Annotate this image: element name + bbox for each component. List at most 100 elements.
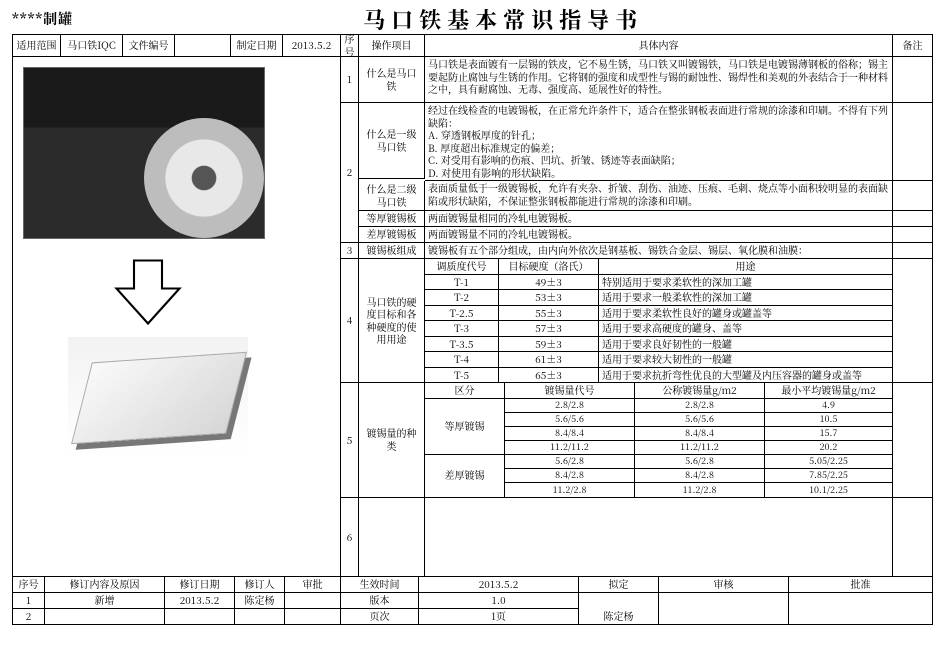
row2d-content: 两面镀锡量不同的冷轧电镀锡板。	[425, 227, 893, 243]
t5-code: 5.6/2.8	[505, 455, 635, 469]
hdr-docno-label: 文件编号	[123, 35, 175, 57]
f-r2-reviser	[235, 609, 285, 625]
t5-code: 11.2/11.2	[505, 441, 635, 455]
t5-h2: 公称镀锡量g/m2	[635, 383, 765, 399]
t4-code: T-4	[425, 352, 499, 368]
coil-shape	[144, 118, 264, 238]
t5-h0: 区分	[425, 383, 505, 399]
f-approve-v-top	[789, 593, 933, 609]
t4-code: T-3	[425, 321, 499, 337]
t4-code: T-2	[425, 290, 499, 306]
t5-nominal: 2.8/2.8	[635, 399, 765, 413]
t4-h0: 调质度代号	[425, 259, 499, 275]
row1-remark	[893, 57, 933, 103]
row3-remark	[893, 243, 933, 259]
f-r1-no: 1	[13, 593, 45, 609]
f-change: 修订内容及原因	[45, 577, 165, 593]
t4-code: T-2.5	[425, 306, 499, 322]
hdr-scope-val: 马口铁IQC	[61, 35, 123, 57]
f-review-v-top	[659, 593, 789, 609]
t4-hardness: 59±3	[499, 337, 599, 353]
brand: ****制罐	[12, 9, 73, 29]
hdr-docno-val	[175, 35, 231, 57]
f-approve-l: 批准	[789, 577, 933, 593]
hdr-seq: 序号	[341, 35, 359, 57]
t4-code: T-1	[425, 275, 499, 291]
arrow-down-icon	[113, 257, 183, 327]
row2a-item: 什么是一级马口铁	[359, 103, 425, 179]
row5-table: 区分 镀锡量代号 公称镀锡量g/m2 最小平均镀锡量g/m2 等厚镀锡2.8/2…	[425, 383, 893, 498]
hdr-remark: 备注	[893, 35, 933, 57]
t4-use: 适用于要求柔软性良好的罐身或罐盖等	[599, 306, 892, 322]
t4-use: 适用于要求高硬度的罐身、盖等	[599, 321, 892, 337]
f-effectdate-l: 生效时间	[341, 577, 419, 593]
row1-content: 马口铁是表面镀有一层锡的铁皮，它不易生锈，马口铁又叫镀锡铁，马口铁是电镀锡薄钢板…	[425, 57, 893, 103]
hdr-date-label: 制定日期	[231, 35, 283, 57]
f-r2-no: 2	[13, 609, 45, 625]
hdr-op: 操作项目	[359, 35, 425, 57]
row1-no: 1	[341, 57, 359, 103]
row4-table: 调质度代号 目标硬度（洛氏） 用途 T-149±3特别适用于要求柔软性的深加工罐…	[425, 259, 893, 383]
f-ver-l: 版本	[341, 593, 419, 609]
image-area	[13, 57, 341, 577]
t4-use: 适用于要求抗折弯性优良的大型罐及内压容器的罐身或盖等	[599, 368, 892, 383]
t4-hardness: 65±3	[499, 368, 599, 383]
t5-min: 15.7	[765, 427, 892, 441]
photo-sheet	[68, 337, 248, 457]
t5-min: 10.5	[765, 413, 892, 427]
hdr-scope-label: 适用范围	[13, 35, 61, 57]
row4-remark	[893, 259, 933, 383]
t5-code: 2.8/2.8	[505, 399, 635, 413]
t4-use: 特别适用于要求柔软性的深加工罐	[599, 275, 892, 291]
t4-hardness: 53±3	[499, 290, 599, 306]
row2c-remark	[893, 211, 933, 227]
row5-item: 镀锡量的种类	[359, 383, 425, 498]
row6-remark	[893, 498, 933, 578]
f-review-l: 审核	[659, 577, 789, 593]
t5-code: 8.4/2.8	[505, 469, 635, 483]
row2d-remark	[893, 227, 933, 243]
hdr-date-val: 2013.5.2	[283, 35, 341, 57]
t4-code: T-5	[425, 368, 499, 383]
f-r1-reviser: 陈定杨	[235, 593, 285, 609]
sheet-shape	[71, 352, 247, 444]
t5-nominal: 8.4/8.4	[635, 427, 765, 441]
f-page-l: 页次	[341, 609, 419, 625]
f-r2-approve	[285, 609, 341, 625]
row6-item	[359, 498, 425, 578]
t5-nominal: 11.2/11.2	[635, 441, 765, 455]
t5-min: 7.85/2.25	[765, 469, 892, 483]
row2c-item: 等厚镀锡板	[359, 211, 425, 227]
t5-nominal: 5.6/2.8	[635, 455, 765, 469]
row4-item: 马口铁的硬度目标和各种硬度的使用用途	[359, 259, 425, 383]
t4-hardness: 57±3	[499, 321, 599, 337]
f-approve: 审批	[285, 577, 341, 593]
row2d-item: 差厚镀锡板	[359, 227, 425, 243]
f-reviser: 修订人	[235, 577, 285, 593]
t4-h1: 目标硬度（洛氏）	[499, 259, 599, 275]
row2b-item: 什么是二级马口铁	[359, 181, 425, 211]
page-title: 马口铁基本常识指导书	[73, 4, 933, 35]
row6-no: 6	[341, 498, 359, 578]
t4-hardness: 49±3	[499, 275, 599, 291]
row4-no: 4	[341, 259, 359, 383]
row2-no: 2	[341, 103, 359, 243]
row3-item: 镀锡板组成	[359, 243, 425, 259]
row3-content: 镀锡板有五个部分组成，由内向外依次是钢基板、锡铁合金层、锡层、氧化膜和油膜：	[425, 243, 893, 259]
t5-min: 20.2	[765, 441, 892, 455]
t4-h2: 用途	[599, 259, 892, 275]
f-r2-change	[45, 609, 165, 625]
row2b-content: 表面质量低于一级镀锡板，允许有夹杂、折皱、刮伤、油迹、压痕、毛刺、烧点等小面积较…	[425, 181, 893, 211]
f-r1-approve	[285, 593, 341, 609]
t4-use: 适用于要求较大韧性的一般罐	[599, 352, 892, 368]
t5-nominal: 5.6/5.6	[635, 413, 765, 427]
f-r1-date: 2013.5.2	[165, 593, 235, 609]
f-page-v: 1页	[419, 609, 579, 625]
t4-hardness: 55±3	[499, 306, 599, 322]
t5-nominal: 8.4/2.8	[635, 469, 765, 483]
t4-hardness: 61±3	[499, 352, 599, 368]
row6-content	[425, 498, 893, 578]
t5-code: 5.6/5.6	[505, 413, 635, 427]
t5-code: 8.4/8.4	[505, 427, 635, 441]
photo-coil	[23, 67, 265, 239]
